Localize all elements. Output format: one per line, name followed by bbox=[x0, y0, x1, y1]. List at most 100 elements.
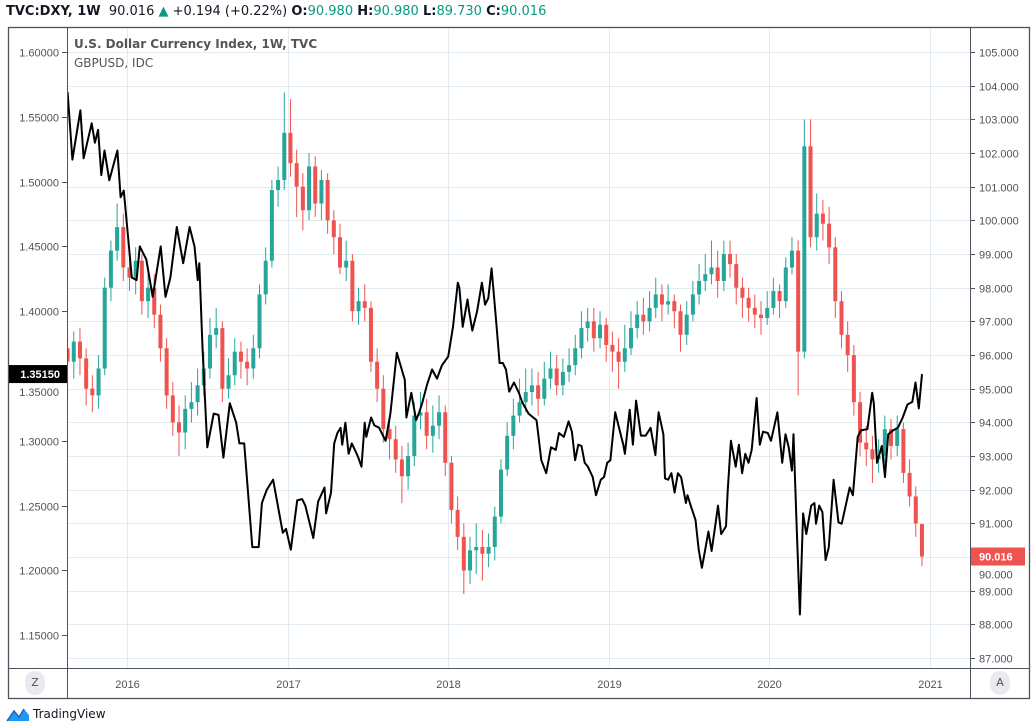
candle-body bbox=[437, 412, 442, 426]
candle-body bbox=[96, 368, 101, 396]
candle-body bbox=[684, 314, 689, 335]
right-axis-tick-label: 91.000 bbox=[979, 519, 1013, 531]
candle-body bbox=[387, 429, 392, 440]
candle-body bbox=[461, 536, 466, 571]
candle-body bbox=[567, 365, 572, 372]
right-axis-tick-label: 88.000 bbox=[979, 620, 1013, 632]
symbol-header: TVC:DXY, 1W 90.016 ▲ +0.194 (+0.22%) O:9… bbox=[6, 4, 546, 19]
candle-body bbox=[678, 311, 683, 335]
candle-body bbox=[424, 412, 429, 436]
candle-body bbox=[820, 213, 825, 224]
candle-body bbox=[238, 351, 243, 362]
time-axis-tick-label: 2016 bbox=[115, 679, 139, 691]
candle-body bbox=[517, 402, 522, 416]
candle-body bbox=[554, 368, 559, 386]
gbpusd-last-value-label: 1.35150 bbox=[20, 369, 60, 381]
candle-body bbox=[492, 516, 497, 547]
candle-body bbox=[195, 385, 200, 403]
time-axis-tick-label: 2019 bbox=[597, 679, 621, 691]
candle-body bbox=[585, 321, 590, 329]
candle-body bbox=[864, 442, 869, 450]
candle-body bbox=[245, 361, 250, 369]
candle-body bbox=[635, 314, 640, 329]
candle-body bbox=[480, 546, 485, 554]
candle-body bbox=[288, 132, 293, 164]
candle-body bbox=[486, 546, 491, 554]
candle-body bbox=[350, 260, 355, 312]
right-axis-tick-label: 98.000 bbox=[979, 284, 1013, 296]
left-scale-button[interactable]: Z bbox=[25, 671, 45, 695]
candle-body bbox=[827, 223, 832, 248]
time-axis-tick-label: 2020 bbox=[757, 679, 781, 691]
high-label: H: bbox=[357, 4, 374, 19]
right-axis-tick-label: 101.000 bbox=[979, 183, 1019, 195]
candle-body bbox=[399, 459, 404, 477]
candle-body bbox=[77, 341, 82, 359]
candle-body bbox=[127, 267, 132, 278]
time-axis-tick-label: 2017 bbox=[276, 679, 300, 691]
candle-body bbox=[375, 361, 380, 389]
gbpusd-line bbox=[67, 92, 923, 616]
right-axis-tick-label: 93.000 bbox=[979, 452, 1013, 464]
right-axis-tick-label: 97.000 bbox=[979, 317, 1013, 329]
candle-body bbox=[307, 166, 312, 211]
left-price-axis[interactable]: 1.60000 1.55000 1.50000 1.45000 1.40000 1.350… bbox=[19, 48, 67, 643]
candle-body bbox=[777, 291, 782, 302]
right-axis-tick-label: 99.000 bbox=[979, 250, 1013, 262]
candle-body bbox=[325, 179, 330, 221]
candle-body bbox=[108, 250, 113, 288]
candle-body bbox=[115, 227, 120, 251]
candle-body bbox=[102, 287, 107, 369]
auto-scale-button[interactable]: A bbox=[990, 671, 1010, 695]
candle-body bbox=[913, 496, 918, 524]
candle-body bbox=[449, 462, 454, 510]
candle-body bbox=[362, 301, 367, 308]
candle-body bbox=[356, 301, 361, 312]
candle-body bbox=[560, 371, 565, 386]
candle-body bbox=[758, 314, 763, 318]
candle-body bbox=[226, 375, 231, 389]
candle-body bbox=[882, 429, 887, 457]
tradingview-logo-icon bbox=[6, 708, 29, 722]
candle-body bbox=[121, 227, 126, 268]
candle-body bbox=[548, 368, 553, 379]
right-axis-tick-label: 96.000 bbox=[979, 351, 1013, 363]
candle-body bbox=[455, 509, 460, 537]
candle-body bbox=[368, 307, 373, 362]
low-value: 89.730 bbox=[436, 4, 482, 19]
candle-body bbox=[164, 348, 169, 396]
left-axis-tick-label: 1.60000 bbox=[19, 48, 59, 60]
last-price: 90.016 bbox=[108, 4, 155, 19]
candle-body bbox=[783, 267, 788, 302]
legend-overlay-series[interactable]: GBPUSD, IDC bbox=[74, 56, 154, 70]
candle-body bbox=[214, 328, 219, 335]
candle-body bbox=[71, 341, 76, 362]
candle-body bbox=[598, 324, 603, 339]
candle-body bbox=[232, 351, 237, 376]
candle-body bbox=[183, 408, 188, 433]
right-price-axis[interactable]: 105.000 104.000 103.000 102.000 101.000 100.0… bbox=[970, 48, 1019, 666]
time-axis-tick-label: 2018 bbox=[436, 679, 460, 691]
candle-body bbox=[418, 412, 423, 416]
footer-brand[interactable]: TradingView bbox=[33, 707, 106, 721]
line-series bbox=[67, 92, 923, 616]
chart-frame bbox=[7, 26, 1031, 700]
candle-body bbox=[746, 297, 751, 308]
candle-body bbox=[84, 358, 89, 389]
candle-body bbox=[276, 179, 281, 191]
candle-body bbox=[207, 334, 212, 369]
candle-body bbox=[591, 321, 596, 339]
time-axis[interactable]: 2016 2017 2018 2019 2020 2021 bbox=[115, 679, 942, 691]
candle-body bbox=[839, 301, 844, 335]
right-axis-tick-label: 95.000 bbox=[979, 385, 1013, 397]
right-axis-tick-label: 94.000 bbox=[979, 418, 1013, 430]
candle-body bbox=[721, 254, 726, 281]
dxy-last-value-badge bbox=[971, 547, 1025, 566]
legend-main-series[interactable]: U.S. Dollar Currency Index, 1W, TVC bbox=[74, 37, 318, 51]
left-axis-tick-label: 1.20000 bbox=[19, 566, 59, 578]
candle-body bbox=[808, 146, 813, 238]
open-value: 90.980 bbox=[307, 4, 354, 19]
candle-body bbox=[734, 264, 739, 288]
candle-body bbox=[870, 449, 875, 460]
